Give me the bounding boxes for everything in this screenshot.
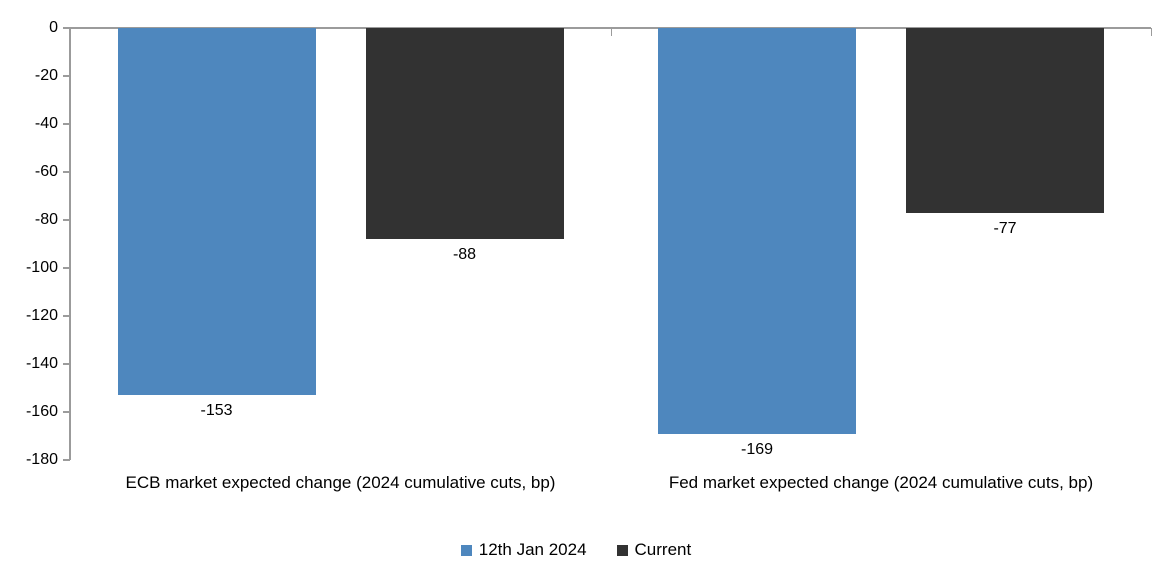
bar-group: -153 -88: [70, 28, 611, 419]
bar-data-label: -153: [200, 402, 233, 420]
bar-slot: -169: [658, 28, 856, 458]
y-axis-tick-label: -160: [25, 403, 58, 420]
y-axis-tick-label: -100: [25, 259, 58, 276]
y-axis-tick-label: -20: [34, 67, 58, 84]
bar-slot: -153: [117, 28, 316, 419]
y-axis-tick-label: -120: [25, 307, 58, 324]
bar-series1: [117, 28, 316, 396]
category-axis-tick-mark: [611, 28, 613, 36]
bar-group: -169 -77: [611, 28, 1151, 458]
y-axis-tick-mark: [63, 411, 70, 413]
y-axis-tick-mark: [63, 171, 70, 173]
y-axis-tick-mark: [63, 123, 70, 125]
y-axis-line: [69, 28, 71, 460]
legend-label: Current: [634, 540, 692, 559]
y-axis-tick-label: -140: [25, 355, 58, 372]
y-axis-tick-label: -60: [34, 163, 58, 180]
y-axis-tick-label: -180: [25, 451, 58, 468]
legend-swatch-icon: [616, 544, 628, 556]
legend-label: 12th Jan 2024: [478, 540, 587, 559]
y-axis-tick-mark: [63, 75, 70, 77]
y-axis-tick-label: 0: [49, 19, 58, 36]
bar-series2: [906, 28, 1104, 213]
bar-data-label: -88: [452, 246, 477, 264]
legend: 12th Jan 2024 Current: [0, 540, 1152, 560]
bar-series1: [658, 28, 856, 434]
bar-slot: -88: [365, 28, 564, 263]
bar-series2: [365, 28, 564, 240]
category-label: ECB market expected change (2024 cumulat…: [125, 473, 556, 492]
y-axis-tick-mark: [63, 363, 70, 365]
category-label: Fed market expected change (2024 cumulat…: [668, 473, 1094, 492]
bar-slot: -77: [906, 28, 1104, 237]
x-axis-line: [69, 27, 1151, 29]
y-axis-tick-label: -40: [34, 115, 58, 132]
legend-item: 12th Jan 2024: [460, 540, 587, 560]
bar-data-label: -169: [740, 440, 774, 458]
y-axis-tick-mark: [63, 459, 70, 461]
legend-item: Current: [616, 540, 692, 560]
y-axis-tick-label: -80: [34, 211, 58, 228]
y-axis-tick-mark: [63, 315, 70, 317]
y-axis-tick-mark: [63, 267, 70, 269]
y-axis-tick-mark: [63, 27, 70, 29]
legend-swatch-icon: [460, 544, 472, 556]
y-axis-tick-mark: [63, 219, 70, 221]
bar-data-label: -77: [993, 219, 1017, 237]
